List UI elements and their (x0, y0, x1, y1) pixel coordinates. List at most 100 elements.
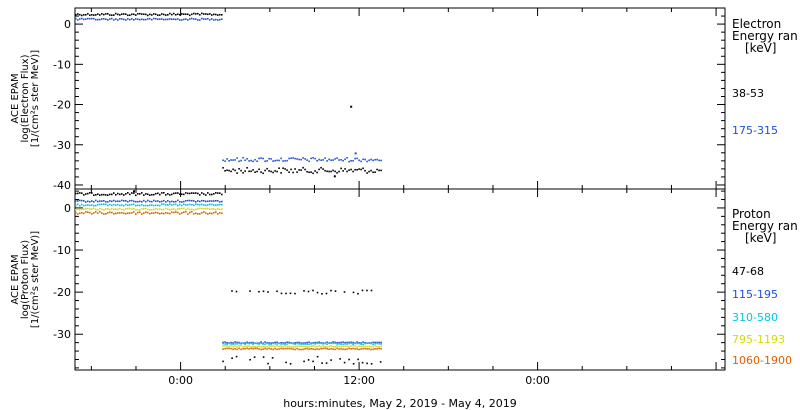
data-point (179, 19, 181, 21)
data-point (262, 343, 264, 345)
data-point (143, 204, 145, 207)
data-point (262, 348, 264, 350)
data-point (340, 348, 342, 350)
data-point (121, 211, 123, 214)
data-point (290, 157, 292, 159)
legend-entry: 795-1193 (732, 333, 785, 346)
data-point (133, 203, 135, 205)
data-point (274, 341, 276, 344)
data-point (328, 348, 330, 350)
data-point (252, 343, 254, 346)
data-point (303, 360, 305, 363)
data-point (284, 160, 286, 162)
data-point (314, 343, 316, 345)
data-point (97, 203, 99, 206)
data-point (360, 160, 362, 163)
data-point (139, 211, 141, 213)
data-point (107, 19, 109, 21)
data-point (193, 209, 195, 211)
data-point (358, 342, 360, 345)
data-point (145, 204, 147, 207)
y-axis-label: ACE EPAMlog(Electron Flux)[1/(cm²s ster … (10, 50, 41, 147)
data-point (242, 342, 244, 345)
data-point (304, 168, 306, 171)
data-point (87, 200, 89, 203)
data-point (298, 348, 300, 351)
data-point (268, 343, 270, 345)
data-point (378, 169, 380, 172)
series-175-315 (75, 17, 382, 163)
data-point (356, 341, 358, 343)
data-point (81, 192, 83, 194)
data-point (191, 211, 193, 213)
data-point (117, 200, 119, 202)
data-point (197, 208, 199, 210)
data-point (133, 13, 135, 16)
data-point (169, 208, 171, 211)
data-point (252, 341, 254, 344)
legend-entry: 47-68 (732, 265, 764, 278)
data-point (191, 199, 193, 202)
data-point (95, 194, 97, 196)
data-point (155, 204, 157, 207)
data-point (320, 166, 322, 169)
data-point (332, 348, 334, 350)
data-point (336, 172, 338, 174)
data-point (330, 159, 332, 161)
data-point (147, 193, 149, 196)
data-point (304, 342, 306, 344)
data-point (127, 204, 129, 206)
data-point (294, 342, 296, 344)
data-point (87, 192, 89, 195)
data-point (165, 201, 167, 203)
data-point (119, 212, 121, 214)
data-point (205, 212, 207, 214)
data-point (268, 347, 270, 350)
data-point (264, 343, 266, 345)
data-point (222, 341, 224, 344)
data-point (242, 172, 244, 174)
data-point (376, 341, 378, 344)
data-point (370, 169, 372, 172)
data-point (85, 211, 87, 213)
data-point (280, 172, 282, 174)
data-point (135, 209, 137, 211)
data-point (219, 201, 221, 203)
data-point (201, 192, 203, 194)
data-point (221, 18, 223, 20)
data-point (155, 17, 157, 20)
data-point (213, 211, 215, 214)
data-point (177, 13, 179, 15)
data-point (131, 18, 133, 20)
data-point (133, 211, 135, 213)
data-point (344, 348, 346, 351)
data-point (121, 199, 123, 202)
data-point (338, 159, 340, 161)
data-point (161, 212, 163, 214)
data-point (248, 170, 250, 173)
data-point (131, 208, 133, 210)
data-point (213, 193, 215, 195)
data-point (314, 345, 316, 348)
data-point (201, 203, 203, 206)
data-point (147, 204, 149, 207)
data-point (366, 289, 368, 292)
data-point (312, 157, 314, 159)
data-point (217, 208, 219, 210)
data-point (238, 168, 240, 170)
data-point (304, 158, 306, 160)
data-point (340, 341, 342, 344)
data-point (326, 346, 328, 348)
data-point (310, 348, 312, 350)
data-point (320, 159, 322, 161)
data-point (360, 343, 362, 345)
data-point (352, 363, 355, 365)
data-point (340, 159, 342, 161)
data-point (316, 171, 318, 174)
data-point (175, 200, 177, 203)
data-point (181, 19, 183, 21)
y-axis-label-line: [1/(cm²s ster MeV)] (30, 50, 41, 147)
data-point (151, 18, 153, 21)
data-point (211, 212, 213, 215)
data-point (249, 290, 251, 292)
